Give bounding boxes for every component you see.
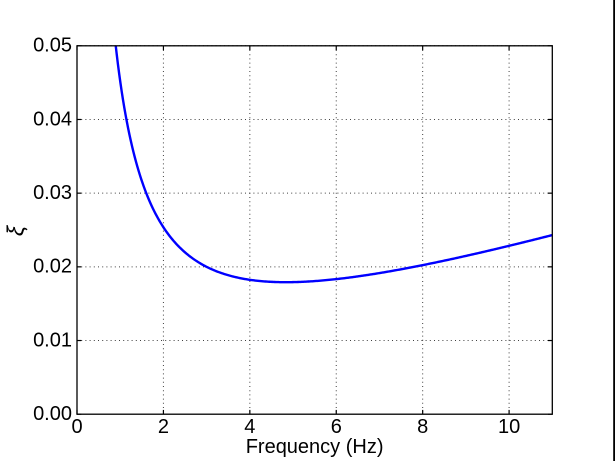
svg-text:0.01: 0.01 bbox=[33, 329, 72, 351]
svg-text:0.04: 0.04 bbox=[33, 108, 72, 130]
svg-text:Frequency (Hz): Frequency (Hz) bbox=[246, 436, 384, 458]
svg-text:0.00: 0.00 bbox=[33, 403, 72, 425]
svg-text:2: 2 bbox=[158, 416, 169, 438]
svg-text:ξ: ξ bbox=[3, 224, 29, 236]
svg-text:0.03: 0.03 bbox=[33, 182, 72, 204]
svg-text:0.05: 0.05 bbox=[33, 35, 72, 57]
svg-text:0.02: 0.02 bbox=[33, 256, 72, 278]
svg-text:6: 6 bbox=[331, 416, 342, 438]
svg-text:8: 8 bbox=[417, 416, 428, 438]
svg-text:0: 0 bbox=[71, 416, 82, 438]
svg-text:10: 10 bbox=[498, 416, 520, 438]
svg-text:4: 4 bbox=[244, 416, 255, 438]
